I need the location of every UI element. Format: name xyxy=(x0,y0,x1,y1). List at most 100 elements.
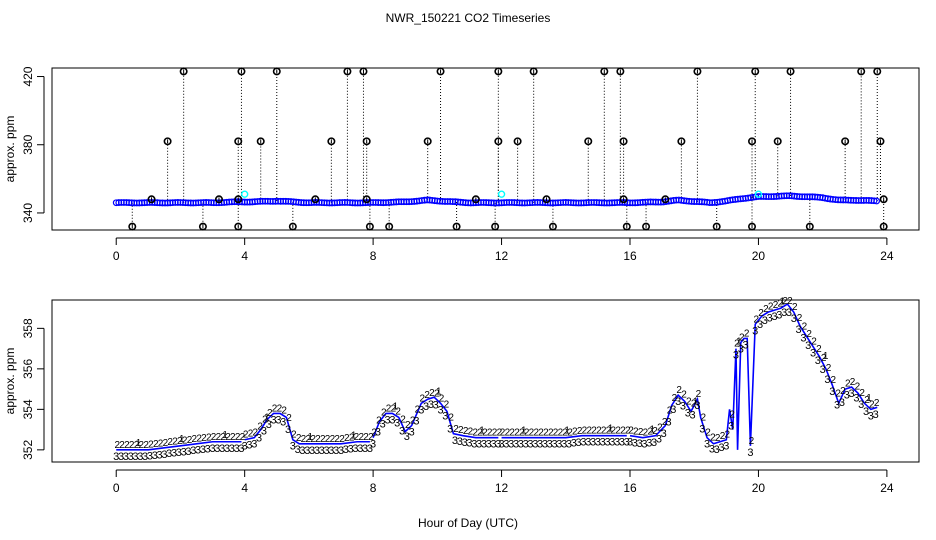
level-3-marker: 3 xyxy=(261,426,267,438)
x-tick-label: 8 xyxy=(370,249,377,263)
level-3-marker: 3 xyxy=(747,447,753,459)
level-3-marker: 3 xyxy=(665,416,671,428)
level-3-marker: 3 xyxy=(200,444,206,456)
level-2-marker: 2 xyxy=(681,390,687,401)
level-3-marker: 3 xyxy=(256,433,262,445)
level-3-marker: 3 xyxy=(800,332,806,344)
level-2-marker: 2 xyxy=(749,436,755,447)
level-2-marker: 2 xyxy=(400,415,406,426)
level-2-marker: 2 xyxy=(845,379,851,390)
level-2-marker: 2 xyxy=(676,385,682,396)
level-3-marker: 3 xyxy=(585,437,591,449)
level-2-marker: 2 xyxy=(262,415,268,426)
level-2-marker: 2 xyxy=(543,428,549,439)
outlier-high-point xyxy=(494,67,503,76)
level-2-marker: 2 xyxy=(686,396,692,407)
level-3-marker: 3 xyxy=(423,401,429,413)
level-2-marker: 2 xyxy=(277,403,283,414)
level-3-marker: 3 xyxy=(481,439,487,451)
level-1-marker: 1 xyxy=(608,424,614,435)
level-2-marker: 2 xyxy=(869,399,875,410)
level-2-marker: 2 xyxy=(315,434,321,445)
level-2-marker: 2 xyxy=(778,299,784,310)
level-3-marker: 3 xyxy=(357,443,363,455)
timeseries-line-segment xyxy=(372,396,499,439)
level-2-marker: 2 xyxy=(720,431,726,442)
level-2-marker: 2 xyxy=(826,363,832,374)
level-3-marker: 3 xyxy=(670,404,676,416)
level-3-marker: 3 xyxy=(619,437,625,449)
level-3-marker: 3 xyxy=(242,441,248,453)
level-2-marker: 2 xyxy=(306,434,312,445)
outlier-high-point xyxy=(616,67,625,76)
level-2-marker: 2 xyxy=(509,428,515,439)
level-3-marker: 3 xyxy=(518,439,524,451)
cyan-point xyxy=(754,190,763,198)
level-3-marker: 3 xyxy=(576,437,582,449)
bottom-panel: approx. ppm 3232323232132323232323232323… xyxy=(3,296,920,495)
level-2-marker: 2 xyxy=(424,390,430,401)
level-2-marker: 2 xyxy=(601,426,607,437)
level-3-marker: 3 xyxy=(537,439,543,451)
outlier-high-point xyxy=(600,67,609,76)
level-3-marker: 3 xyxy=(333,445,339,457)
outlier-high-point xyxy=(786,67,795,76)
level-2-marker: 2 xyxy=(782,296,788,307)
level-3-marker: 3 xyxy=(532,439,538,451)
level-2-marker: 2 xyxy=(344,433,350,444)
level-3-marker: 3 xyxy=(561,439,567,451)
level-2-marker: 2 xyxy=(158,438,164,449)
level-2-marker: 2 xyxy=(763,304,769,315)
outlier-low-point xyxy=(128,222,137,231)
level-2-marker: 2 xyxy=(182,435,188,446)
level-1-marker: 1 xyxy=(780,297,786,308)
level-3-marker: 3 xyxy=(704,439,710,451)
level-2-marker: 2 xyxy=(753,314,759,325)
level-2-marker: 2 xyxy=(802,321,808,332)
level-3-marker: 3 xyxy=(844,390,850,402)
level-3-marker: 3 xyxy=(527,439,533,451)
level-2-marker: 2 xyxy=(376,416,382,427)
level-3-marker: 3 xyxy=(699,424,705,436)
level-2-marker: 2 xyxy=(591,426,597,437)
level-3-marker: 3 xyxy=(718,442,724,454)
x-tick-label: 0 xyxy=(113,481,120,495)
level-3-marker: 3 xyxy=(251,439,257,451)
level-2-marker: 2 xyxy=(114,440,120,451)
outlier-low-point xyxy=(385,222,394,231)
level-2-marker: 2 xyxy=(524,428,530,439)
level-1-marker: 1 xyxy=(736,337,742,348)
level-3-marker: 3 xyxy=(370,439,376,451)
level-3-marker: 3 xyxy=(513,439,519,451)
level-2-marker: 2 xyxy=(240,432,246,443)
level-1-marker: 1 xyxy=(436,387,442,398)
outlier-high-point xyxy=(256,137,265,146)
level-2-marker: 2 xyxy=(850,377,856,388)
level-2-marker: 2 xyxy=(572,427,578,438)
level-3-marker: 3 xyxy=(815,355,821,367)
level-2-marker: 2 xyxy=(253,428,259,439)
outlier-high-point xyxy=(677,137,686,146)
level-3-marker: 3 xyxy=(348,444,354,456)
level-3-marker: 3 xyxy=(604,437,610,449)
level-2-marker: 2 xyxy=(797,313,803,324)
level-3-marker: 3 xyxy=(849,388,855,400)
level-3-marker: 3 xyxy=(580,437,586,449)
level-3-marker: 3 xyxy=(128,451,134,463)
outlier-mid-point xyxy=(661,195,670,204)
level-3-marker: 3 xyxy=(409,427,415,439)
level-2-marker: 2 xyxy=(744,328,750,339)
level-1-marker: 1 xyxy=(866,393,872,404)
level-1-marker: 1 xyxy=(823,351,829,362)
x-tick-label: 20 xyxy=(752,249,766,263)
outlier-high-point xyxy=(237,67,246,76)
level-2-marker: 2 xyxy=(628,426,634,437)
level-2-marker: 2 xyxy=(514,428,520,439)
level-2-marker: 2 xyxy=(339,434,345,445)
level-3-marker: 3 xyxy=(285,424,291,436)
level-1-marker: 1 xyxy=(136,438,142,449)
level-2-marker: 2 xyxy=(177,436,183,447)
level-3-marker: 3 xyxy=(829,386,835,398)
timeseries-line-segment xyxy=(116,440,242,451)
level-2-marker: 2 xyxy=(562,428,568,439)
